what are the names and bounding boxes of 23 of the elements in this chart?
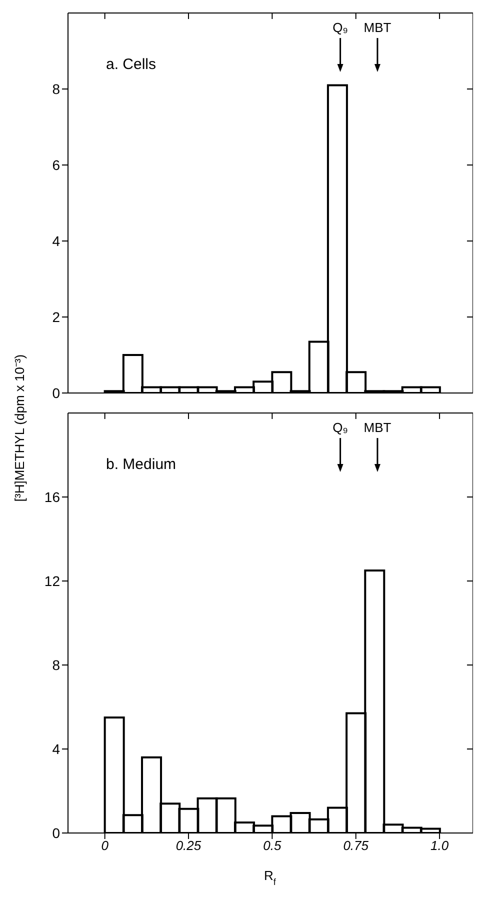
y-tick-label: 16 xyxy=(44,488,60,505)
x-tick-label: 1.0 xyxy=(430,838,450,854)
x-tick-label: 0.75 xyxy=(343,838,370,854)
y-tick-label: 0 xyxy=(52,824,60,841)
y-tick-label: 4 xyxy=(52,740,60,757)
x-tick-label: 0.25 xyxy=(176,838,202,854)
annotation: Q₉ xyxy=(332,420,348,435)
y-tick-label: 8 xyxy=(52,80,60,97)
y-axis-title: [³H]METHYL (dpm x 10⁻³) xyxy=(12,354,27,502)
x-tick-label: 0 xyxy=(101,838,110,854)
y-tick-label: 8 xyxy=(52,656,60,673)
x-axis-title: R$_{f}$ xyxy=(264,868,276,887)
annotation: MBT xyxy=(364,20,392,35)
y-tick-label: 0 xyxy=(52,384,60,401)
y-tick-label: 6 xyxy=(52,156,60,173)
x-tick-label: 0.5 xyxy=(263,838,282,854)
text: a. Cells xyxy=(106,56,156,73)
y-tick-label: 4 xyxy=(52,232,60,249)
annotation: Q₉ xyxy=(332,20,348,35)
text: b. Medium xyxy=(106,456,176,473)
annotation: MBT xyxy=(364,420,392,435)
y-tick-label: 2 xyxy=(52,308,60,325)
y-tick-label: 12 xyxy=(44,572,60,589)
